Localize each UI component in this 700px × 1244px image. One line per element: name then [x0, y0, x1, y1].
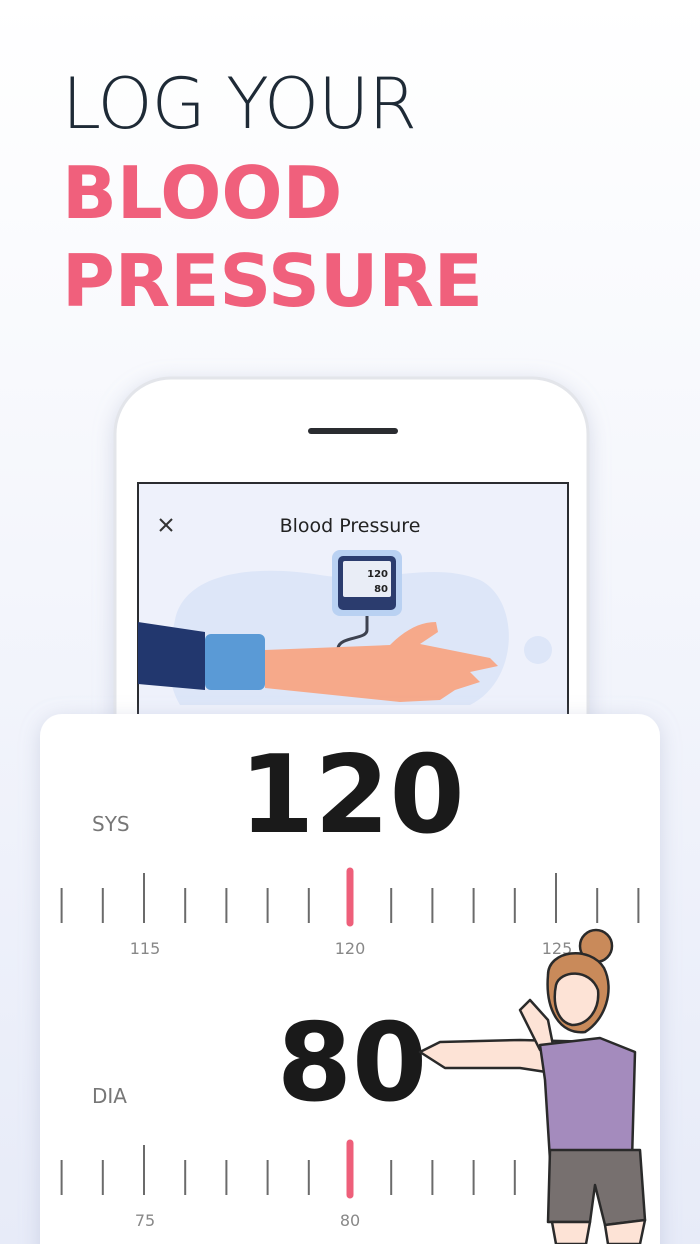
headline-line1: LOG YOUR: [62, 63, 416, 145]
headline-line3: PRESSURE: [62, 239, 483, 323]
reading-card: [40, 714, 660, 1244]
sys-ruler: [60, 867, 640, 927]
cuff: [205, 634, 265, 690]
ruler-label: 75: [135, 1211, 155, 1230]
close-icon[interactable]: [159, 518, 173, 532]
illustration-dot: [524, 636, 552, 664]
arm: [265, 622, 498, 702]
sleeve: [138, 622, 205, 690]
sys-label: SYS: [92, 812, 130, 836]
headline-line2: BLOOD: [62, 151, 342, 235]
ruler-label: 80: [340, 1211, 360, 1230]
monitor-display: [343, 561, 391, 597]
screen-title: Blood Pressure: [280, 515, 421, 537]
monitor-sys: 120: [367, 569, 388, 580]
sys-value: 120: [239, 733, 464, 858]
dia-value: 80: [277, 1001, 427, 1126]
woman-illustration: [418, 928, 647, 1244]
ruler-label: 120: [335, 939, 366, 958]
ruler-label: 115: [130, 939, 161, 958]
phone-speaker: [308, 428, 398, 434]
ruler-label: 125: [542, 939, 573, 958]
dia-label: DIA: [92, 1084, 127, 1108]
monitor-dia: 80: [374, 584, 388, 595]
